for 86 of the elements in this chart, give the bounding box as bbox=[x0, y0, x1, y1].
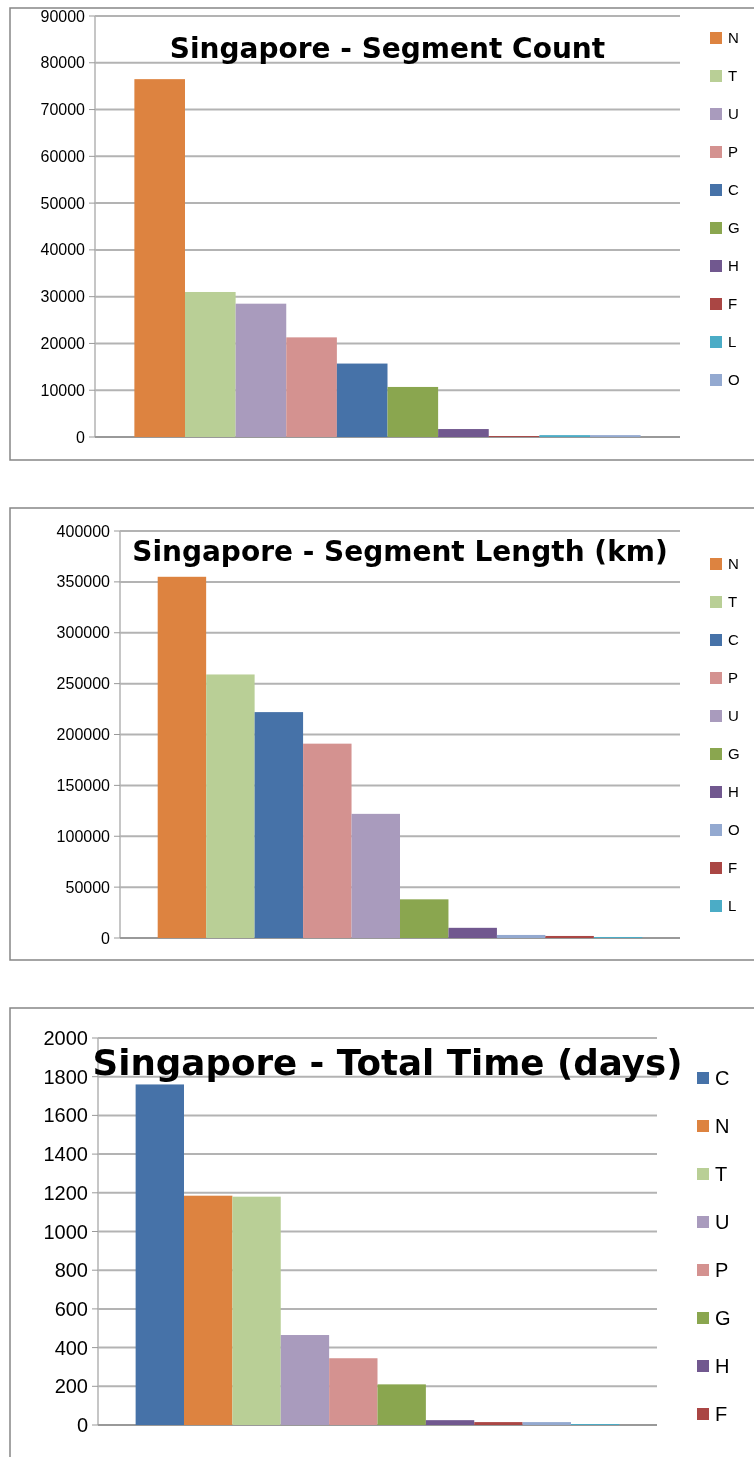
y-tick-label: 400 bbox=[54, 1336, 88, 1359]
bar bbox=[351, 813, 400, 938]
bar bbox=[286, 337, 337, 437]
y-tick-label: 1000 bbox=[43, 1220, 88, 1243]
bar bbox=[387, 386, 439, 437]
legend-label: T bbox=[728, 67, 738, 85]
chart-title: Singapore - Total Time (days) bbox=[92, 1042, 689, 1083]
chart-title: Singapore - Segment Length (km) bbox=[132, 535, 668, 568]
bar bbox=[254, 712, 304, 938]
legend-label: P bbox=[715, 1259, 729, 1281]
bar bbox=[184, 1195, 233, 1425]
y-tick-label: 1200 bbox=[43, 1181, 88, 1204]
y-tick-label: 800 bbox=[54, 1259, 88, 1282]
bar bbox=[280, 1335, 330, 1425]
legend-label: O bbox=[728, 371, 740, 389]
y-tick-label: 40000 bbox=[40, 241, 86, 259]
legend-label: U bbox=[715, 1211, 730, 1233]
legend-label: C bbox=[715, 1067, 730, 1089]
y-tick-label: 80000 bbox=[40, 54, 86, 72]
y-tick-label: 0 bbox=[76, 1414, 88, 1436]
legend-label: T bbox=[715, 1163, 728, 1185]
legend-label: L bbox=[728, 897, 737, 915]
legend-label: F bbox=[728, 859, 738, 877]
bar bbox=[135, 1084, 184, 1425]
legend-label: H bbox=[715, 1355, 730, 1377]
bar bbox=[496, 934, 546, 938]
legend-label: N bbox=[728, 29, 739, 47]
y-tick-label: 300000 bbox=[56, 624, 111, 642]
y-tick-label: 400000 bbox=[56, 522, 111, 540]
bar bbox=[448, 927, 497, 938]
y-tick-label: 60000 bbox=[40, 147, 86, 165]
y-tick-label: 30000 bbox=[40, 288, 86, 306]
text: Singapore - Segment Count bbox=[169, 32, 606, 65]
bar bbox=[336, 363, 388, 437]
y-tick-label: 50000 bbox=[65, 878, 111, 896]
legend-label: U bbox=[728, 105, 739, 123]
y-tick-label: 0 bbox=[76, 428, 86, 446]
bar bbox=[522, 1422, 571, 1425]
y-tick-label: 50000 bbox=[40, 194, 86, 212]
legend-label: F bbox=[728, 295, 738, 313]
bar bbox=[157, 576, 207, 938]
y-tick-label: 1600 bbox=[43, 1104, 88, 1127]
y-tick-label: 90000 bbox=[40, 7, 86, 25]
legend-label: G bbox=[728, 219, 740, 237]
y-tick-label: 350000 bbox=[56, 573, 111, 591]
legend-label: T bbox=[728, 593, 738, 611]
legend-label: H bbox=[728, 783, 739, 801]
bar bbox=[232, 1196, 281, 1425]
bar bbox=[377, 1384, 426, 1425]
legend-label: P bbox=[728, 143, 739, 161]
bar bbox=[134, 79, 185, 437]
y-tick-label: 2000 bbox=[43, 1027, 88, 1049]
y-tick-label: 10000 bbox=[40, 381, 86, 399]
y-tick-label: 70000 bbox=[40, 101, 86, 119]
legend-label: H bbox=[728, 257, 739, 275]
y-tick-label: 1800 bbox=[43, 1065, 88, 1088]
bar bbox=[206, 674, 255, 938]
bar bbox=[438, 429, 489, 437]
y-tick-label: 0 bbox=[101, 929, 111, 947]
bar bbox=[235, 303, 287, 437]
legend-label: P bbox=[728, 669, 739, 687]
y-tick-label: 200000 bbox=[56, 726, 111, 744]
legend-label: U bbox=[728, 707, 739, 725]
bar bbox=[474, 1422, 523, 1425]
legend-label: G bbox=[715, 1307, 731, 1329]
bar bbox=[545, 935, 594, 938]
bar bbox=[425, 1420, 475, 1425]
legend-label: N bbox=[715, 1115, 730, 1137]
bar bbox=[303, 743, 352, 938]
legend-label: N bbox=[728, 555, 739, 573]
legend-label: L bbox=[728, 333, 737, 351]
bar bbox=[400, 899, 449, 938]
legend-label: C bbox=[728, 181, 739, 199]
y-tick-label: 200 bbox=[54, 1375, 88, 1398]
y-tick-label: 1400 bbox=[43, 1143, 88, 1166]
y-tick-label: 150000 bbox=[56, 776, 111, 794]
legend-label: O bbox=[728, 821, 740, 839]
legend-label: F bbox=[715, 1403, 728, 1425]
y-tick-label: 250000 bbox=[56, 675, 111, 693]
legend-label: G bbox=[728, 745, 740, 763]
legend-label: C bbox=[728, 631, 739, 649]
y-tick-label: 600 bbox=[54, 1297, 88, 1320]
y-tick-label: 20000 bbox=[40, 335, 86, 353]
y-tick-label: 100000 bbox=[56, 827, 111, 845]
bar bbox=[185, 291, 236, 437]
bar bbox=[329, 1358, 378, 1425]
